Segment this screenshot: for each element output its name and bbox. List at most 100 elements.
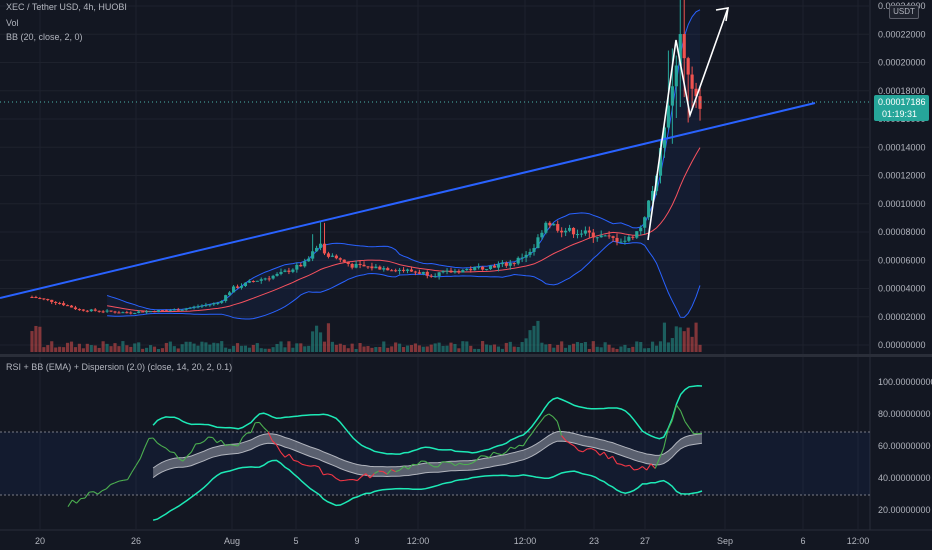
candle-body (484, 269, 489, 271)
rsi-segment (412, 463, 417, 466)
rsi-segment (488, 451, 494, 458)
volume-bar (575, 342, 580, 352)
rsi-segment (573, 445, 580, 451)
volume-bar (678, 327, 682, 352)
candle-body (113, 311, 117, 313)
rsi-segment (620, 463, 626, 467)
volume-bar (651, 341, 655, 352)
candle-body (109, 310, 113, 312)
volume-bar (322, 341, 327, 352)
rsi-segment (552, 416, 558, 422)
rsi-segment (497, 453, 503, 456)
bb-legend[interactable]: BB (20, close, 2, 0) (6, 32, 83, 42)
candle-body (101, 311, 105, 313)
volume-bar (595, 346, 599, 352)
volume-bar (413, 343, 417, 352)
candle-body (299, 264, 303, 267)
candle-body (441, 271, 445, 273)
pane-separator[interactable] (0, 354, 932, 357)
candle-body (160, 310, 164, 312)
candle-body (50, 299, 54, 303)
rsi-segment (306, 464, 311, 467)
rsi-segment (386, 469, 392, 475)
volume-bar (89, 345, 93, 352)
candle-body (686, 58, 690, 75)
volume-bar (611, 347, 615, 352)
candle-body (575, 234, 580, 236)
volume-bar (232, 345, 236, 352)
symbol-title[interactable]: XEC / Tether USD, 4h, HUOBI (6, 2, 127, 12)
price-axis[interactable]: 0.000240000.000220000.000200000.00018000… (878, 1, 926, 350)
rsi-segment (110, 482, 116, 486)
candle-body (413, 271, 417, 273)
rsi-pane (0, 431, 870, 496)
rsi-axis[interactable]: 100.00000000 80.00000000 60.00000000 40.000… (878, 377, 932, 515)
volume-bar (568, 345, 572, 352)
candle-body (370, 266, 374, 269)
volume-bar (437, 342, 441, 352)
rsi-segment (646, 463, 652, 471)
bb-fill (107, 9, 701, 320)
volume-bar (164, 342, 168, 352)
candle-body (627, 236, 631, 241)
rsi-segment (595, 450, 601, 456)
candle-body (670, 86, 674, 106)
rsi-segment (467, 462, 473, 466)
rsi-legend[interactable]: RSI + BB (EMA) + Dispersion (2.0) (close… (6, 362, 233, 372)
rsi-segment (335, 477, 341, 482)
volume-bar (267, 348, 271, 352)
volume-bar (287, 341, 291, 352)
volume-bar (481, 341, 485, 352)
rsi-segment (612, 456, 618, 464)
candle-body (279, 271, 283, 274)
rsi-segment (535, 421, 541, 428)
volume-bar (433, 343, 437, 352)
rsi-segment (310, 465, 315, 467)
rsi-segment (642, 466, 648, 471)
candle-body (658, 147, 663, 176)
volume-bar (370, 347, 374, 352)
volume-bar (544, 344, 548, 352)
rsi-segment (382, 471, 388, 475)
price-tick-label: 0.00002000 (878, 312, 926, 322)
price-tick-label: 0.00022000 (878, 29, 926, 39)
candle-body (93, 309, 97, 311)
last-price-badge-bg (874, 95, 929, 121)
projection-arrow[interactable] (647, 7, 729, 241)
candle-body (342, 259, 346, 262)
time-axis[interactable]: 20 26 Aug 5 9 12:00 12:00 23 27 Sep 6 12:00 (35, 536, 869, 546)
volume-bar (303, 346, 307, 352)
candle-body (54, 302, 58, 304)
rsi-tick-label: 80.00000000 (878, 409, 931, 419)
rsi-segment (97, 490, 103, 495)
volume-bar (465, 341, 469, 352)
volume-bar (255, 343, 259, 352)
volume-bar (251, 344, 255, 352)
volume-legend[interactable]: Vol (6, 18, 19, 28)
volume-bar (508, 341, 512, 352)
candle-body (591, 232, 595, 238)
volume-bar (69, 341, 74, 352)
candle-body (564, 230, 568, 233)
volume-bar (571, 343, 576, 352)
candle-body (121, 312, 125, 314)
rsi-tick-label: 100.00000000 (878, 377, 932, 387)
candle-body (603, 235, 607, 237)
candle-body (168, 310, 172, 312)
rsi-segment (318, 466, 324, 476)
volume-bar (639, 342, 643, 352)
candle-body (635, 231, 639, 238)
volume-bar (73, 347, 78, 352)
volume-bar (38, 326, 42, 352)
volume-bar (623, 344, 627, 352)
volume-bar (58, 346, 62, 352)
rsi-segment (391, 469, 396, 473)
currency-badge[interactable]: USDT (889, 5, 919, 19)
volume-bar (279, 341, 283, 352)
ascending-trendline[interactable] (0, 102, 816, 299)
candle-body (243, 282, 248, 286)
volume-bar (54, 347, 58, 352)
rsi-segment (170, 451, 175, 454)
candle-body (322, 243, 327, 254)
